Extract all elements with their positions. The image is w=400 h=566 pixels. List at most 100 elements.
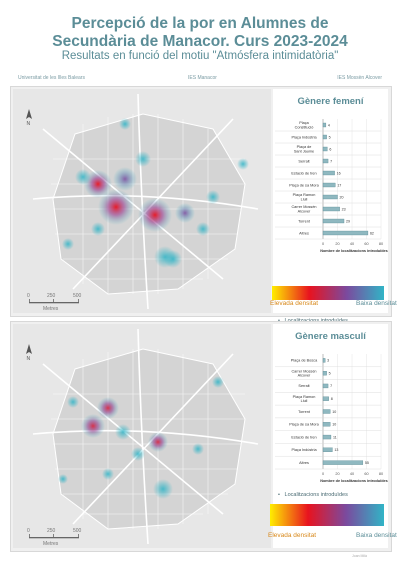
map-svg-male: N [13,324,271,548]
bar [323,219,344,223]
category-label: Plaça de Bosca [291,359,318,363]
bar-value-label: 55 [365,461,369,465]
density-low-label-male: Baixa densitat [356,532,397,539]
bar [323,448,332,452]
bar-value-label: 11 [333,435,337,439]
bar-value-label: 16 [337,171,341,175]
institution-ies-manacor: IES Manacor [188,75,217,81]
x-tick-label: 20 [335,242,339,246]
bar [323,422,330,426]
x-tick-label: 40 [350,472,354,476]
bar-value-label: 5 [329,135,331,139]
x-tick-label: 80 [379,472,383,476]
heatmap-male: N 0 250 500 Metres [13,324,271,548]
page-title-line1: Percepció de la por en Alumnes de [0,15,400,33]
bar [323,410,330,414]
panel-female: N 0 250 500 Metres Gènere femení 0 20 40 60… [10,86,392,317]
category-label: Plaça Ramon Llull [293,395,316,403]
bar [323,171,335,175]
x-axis-label: Nombre de localitzacions introduïdes [320,249,388,253]
scale-bar [29,299,79,303]
bar [323,358,325,362]
category-label: Estació de tren [291,435,316,439]
map-svg-female: N [13,89,271,313]
north-arrow-icon: N [26,344,32,362]
bar [323,135,327,139]
svg-text:N: N [27,356,31,362]
north-arrow-icon: N [26,109,32,127]
scale-tick-250: 250 [47,528,55,534]
category-label: Carrer Mossèn Alcover [291,205,316,213]
bar [323,183,335,187]
scale-tick-500: 500 [73,528,81,534]
bar [323,159,328,163]
bar [323,461,363,465]
scale-unit: Metres [43,306,58,312]
bar-value-label: 10 [332,410,336,414]
x-tick-label: 0 [322,472,324,476]
scale-tick-0: 0 [27,528,30,534]
scale-bar [29,534,79,538]
scale-tick-500: 500 [73,293,81,299]
category-label: Torrent [298,410,311,414]
institution-uib: Universitat de les Illes Balears [18,75,85,81]
legend-dot-icon: • [278,492,280,498]
bar-value-label: 23 [342,207,346,211]
density-high-label-male: Elevada densitat [268,532,316,539]
scale-tick-0: 0 [27,293,30,299]
bar [323,147,327,151]
bar-value-label: 29 [346,219,350,223]
category-label: Serralt [298,384,310,388]
bar-value-label: 3 [327,359,329,363]
x-tick-label: 20 [335,472,339,476]
bar-value-label: 8 [331,397,333,401]
bar [323,435,331,439]
bar [323,123,326,127]
category-label: Plaça Ramon Llull [293,193,316,201]
category-label: Altres [299,461,309,465]
x-tick-label: 60 [364,472,368,476]
x-tick-label: 0 [322,242,324,246]
density-low-label-female: Baixa densitat [356,300,397,307]
density-gradient-male [270,504,384,526]
legend-male: • Localitzacions introduïdes [278,492,348,498]
density-high-label-female: Elevada densitat [270,300,318,307]
x-tick-label: 60 [364,242,368,246]
category-label: Altres [299,231,309,235]
density-gradient-female [272,286,384,300]
bar-value-label: 7 [330,159,332,163]
bar-value-label: 17 [337,183,341,187]
bar-value-label: 7 [330,384,332,388]
x-tick-label: 80 [379,242,383,246]
bar [323,371,327,375]
x-axis-label: Nombre de localitzacions introduïdes [320,479,388,483]
bar-value-label: 6 [329,147,331,151]
bar-value-label: 4 [328,123,330,127]
category-label: Plaça Constitució [295,121,314,129]
bar [323,397,329,401]
category-label: Plaça de sa Mora [289,183,319,187]
bar-value-label: 5 [329,371,331,375]
bar-value-label: 13 [334,448,338,452]
signature: Joan Milà [352,554,367,558]
scale-unit: Metres [43,541,58,547]
chart-male-title: Gènere masculí [273,331,388,342]
bar [323,195,338,199]
bar [323,231,368,235]
category-label: Torrent [298,219,311,223]
category-label: Estació de tren [291,171,316,175]
bar-value-label: 62 [370,231,374,235]
bar-value-label: 20 [340,195,344,199]
page-subtitle: Resultats en funció del motiu "Atmósfera… [0,50,400,62]
bar [323,384,328,388]
svg-text:N: N [27,121,31,127]
category-label: Carrer Mossèn Alcover [291,369,316,377]
institution-ies-mossen-alcover: IES Mossèn Alcover [337,75,382,81]
heatmap-female: N 0 250 500 Metres [13,89,271,313]
bar [323,207,340,211]
bar-chart-female: 0 20 40 60 80 Plaça Constitució 4 Plaça Indústri… [273,89,388,313]
category-label: Plaça de Sant Jaume [294,145,314,153]
legend-male-label: Localitzacions introduïdes [285,492,348,498]
bar-value-label: 10 [332,423,336,427]
page-title-line2: Secundària de Manacor. Curs 2023-2024 [0,33,400,51]
